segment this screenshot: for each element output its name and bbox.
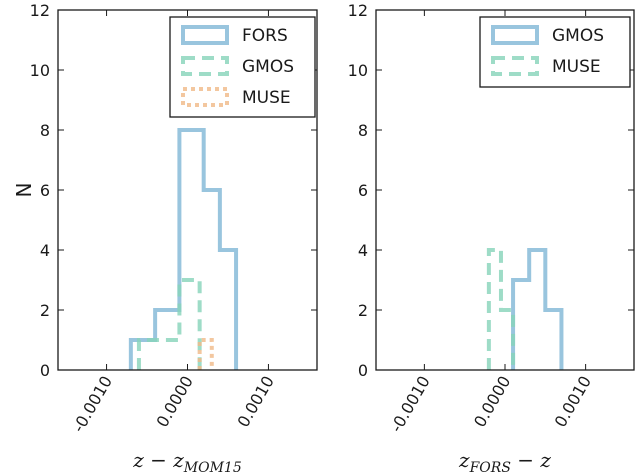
histogram-series-gmos — [136, 278, 202, 370]
x-tick-label: 0.0010 — [233, 373, 277, 431]
y-tick-label: 6 — [358, 181, 368, 200]
x-axis-title: z − zMOM15 — [132, 448, 242, 475]
x-tick-label: 0.0000 — [470, 373, 514, 431]
y-tick-label: 10 — [348, 61, 368, 80]
legend-label-gmos: GMOS — [552, 26, 604, 46]
histogram-series-muse — [486, 248, 516, 370]
legend: GMOS MUSE — [479, 16, 631, 88]
y-axis-title: N — [12, 183, 36, 198]
legend-swatch-muse — [491, 56, 539, 76]
legend: FORS GMOS MUSE — [169, 16, 316, 118]
x-tick-label: 0.0010 — [551, 373, 595, 431]
x-tick-label: 0.0000 — [153, 373, 197, 431]
y-tick-label: 4 — [358, 241, 368, 260]
legend-swatch-gmos — [491, 25, 539, 45]
legend-swatch-fors — [181, 25, 229, 45]
x-axis-title: zFORS − z — [458, 448, 551, 475]
left-histogram-panel: 0 2 4 6 8 10 12 -0.0010 0.0000 0.0010 z − zMOM15 N F… — [12, 1, 318, 475]
y-tick-label: 8 — [40, 121, 50, 140]
y-tick-label: 4 — [40, 241, 50, 260]
y-tick-label: 2 — [40, 301, 50, 320]
x-tick-label: -0.0010 — [387, 373, 434, 436]
legend-box — [169, 16, 316, 118]
y-tick-label: 12 — [30, 1, 50, 20]
y-tick-label: 12 — [348, 1, 368, 20]
legend-label-muse: MUSE — [242, 88, 291, 108]
legend-label-gmos: GMOS — [242, 57, 294, 77]
legend-swatch-gmos — [181, 56, 229, 76]
y-tick-label: 0 — [358, 361, 368, 380]
y-tick-label: 0 — [40, 361, 50, 380]
legend-label-fors: FORS — [242, 26, 288, 46]
legend-label-muse: MUSE — [552, 57, 601, 77]
y-tick-label: 8 — [358, 121, 368, 140]
y-tick-label: 10 — [30, 61, 50, 80]
legend-swatch-muse — [181, 87, 229, 107]
y-tick-label: 2 — [358, 301, 368, 320]
histogram-series-gmos — [511, 248, 564, 370]
y-tick-label: 6 — [40, 181, 50, 200]
histogram-series-muse — [197, 338, 214, 370]
x-tick-label: -0.0010 — [69, 373, 116, 436]
